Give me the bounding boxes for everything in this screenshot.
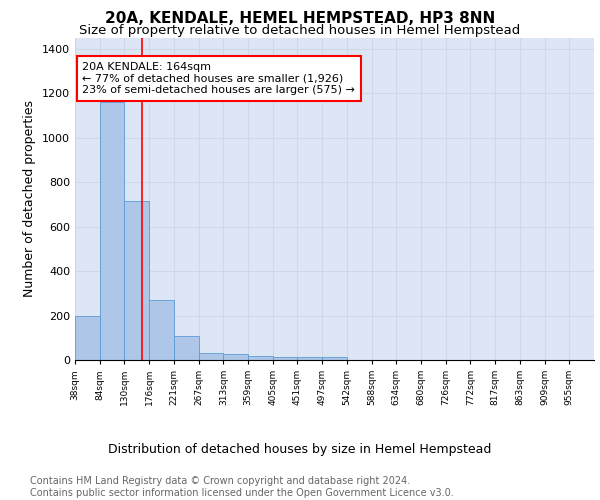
Bar (75, 316, 100, 360)
Bar (298, 357, 322, 360)
Bar (248, 356, 273, 360)
Text: Contains HM Land Registry data © Crown copyright and database right 2024.
Contai: Contains HM Land Registry data © Crown c… (30, 476, 454, 498)
Bar (199, 353, 223, 360)
Bar (174, 336, 199, 360)
Y-axis label: Number of detached properties: Number of detached properties (23, 100, 37, 297)
Text: 20A KENDALE: 164sqm
← 77% of detached houses are smaller (1,926)
23% of semi-det: 20A KENDALE: 164sqm ← 77% of detached ho… (82, 62, 355, 95)
Bar (100, 102, 124, 360)
Bar (322, 357, 347, 360)
Text: 20A, KENDALE, HEMEL HEMPSTEAD, HP3 8NN: 20A, KENDALE, HEMEL HEMPSTEAD, HP3 8NN (105, 11, 495, 26)
Text: Size of property relative to detached houses in Hemel Hempstead: Size of property relative to detached ho… (79, 24, 521, 37)
Text: Distribution of detached houses by size in Hemel Hempstead: Distribution of detached houses by size … (109, 442, 491, 456)
Bar (273, 357, 298, 360)
Bar (223, 354, 248, 360)
Bar (149, 300, 174, 360)
Bar (124, 201, 149, 360)
